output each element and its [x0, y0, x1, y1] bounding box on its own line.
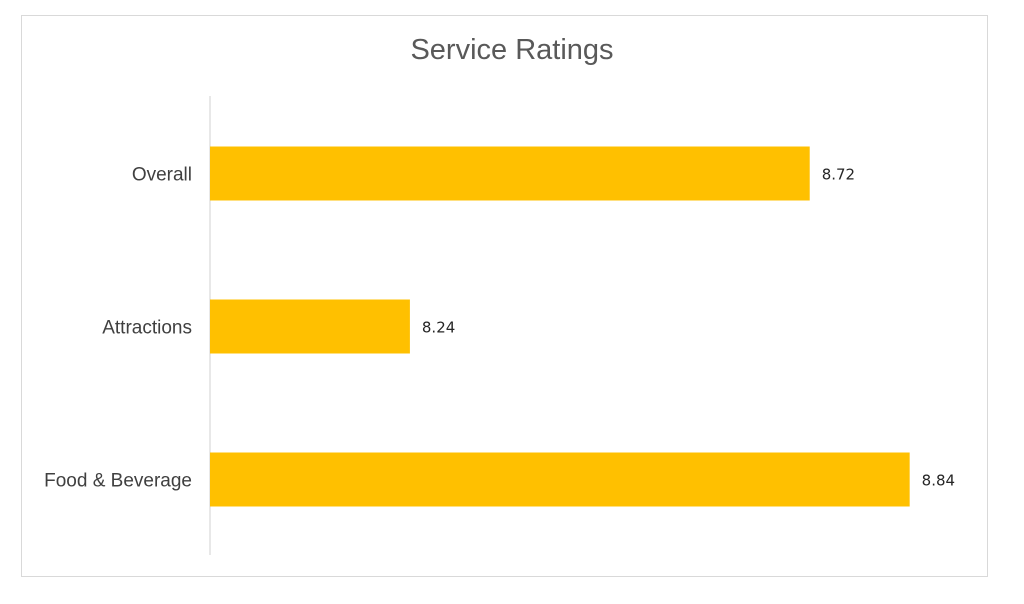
data-label: 8.84 — [922, 472, 955, 490]
bar-overall — [210, 146, 810, 201]
category-label: Attractions — [102, 318, 192, 339]
data-label: 8.72 — [822, 166, 855, 184]
category-label: Food & Beverage — [44, 471, 192, 492]
bar-attractions — [210, 299, 410, 354]
category-label: Overall — [132, 165, 192, 186]
chart-title: Service Ratings — [410, 34, 614, 66]
data-label: 8.24 — [422, 319, 455, 337]
bar-food-beverage — [210, 452, 910, 507]
